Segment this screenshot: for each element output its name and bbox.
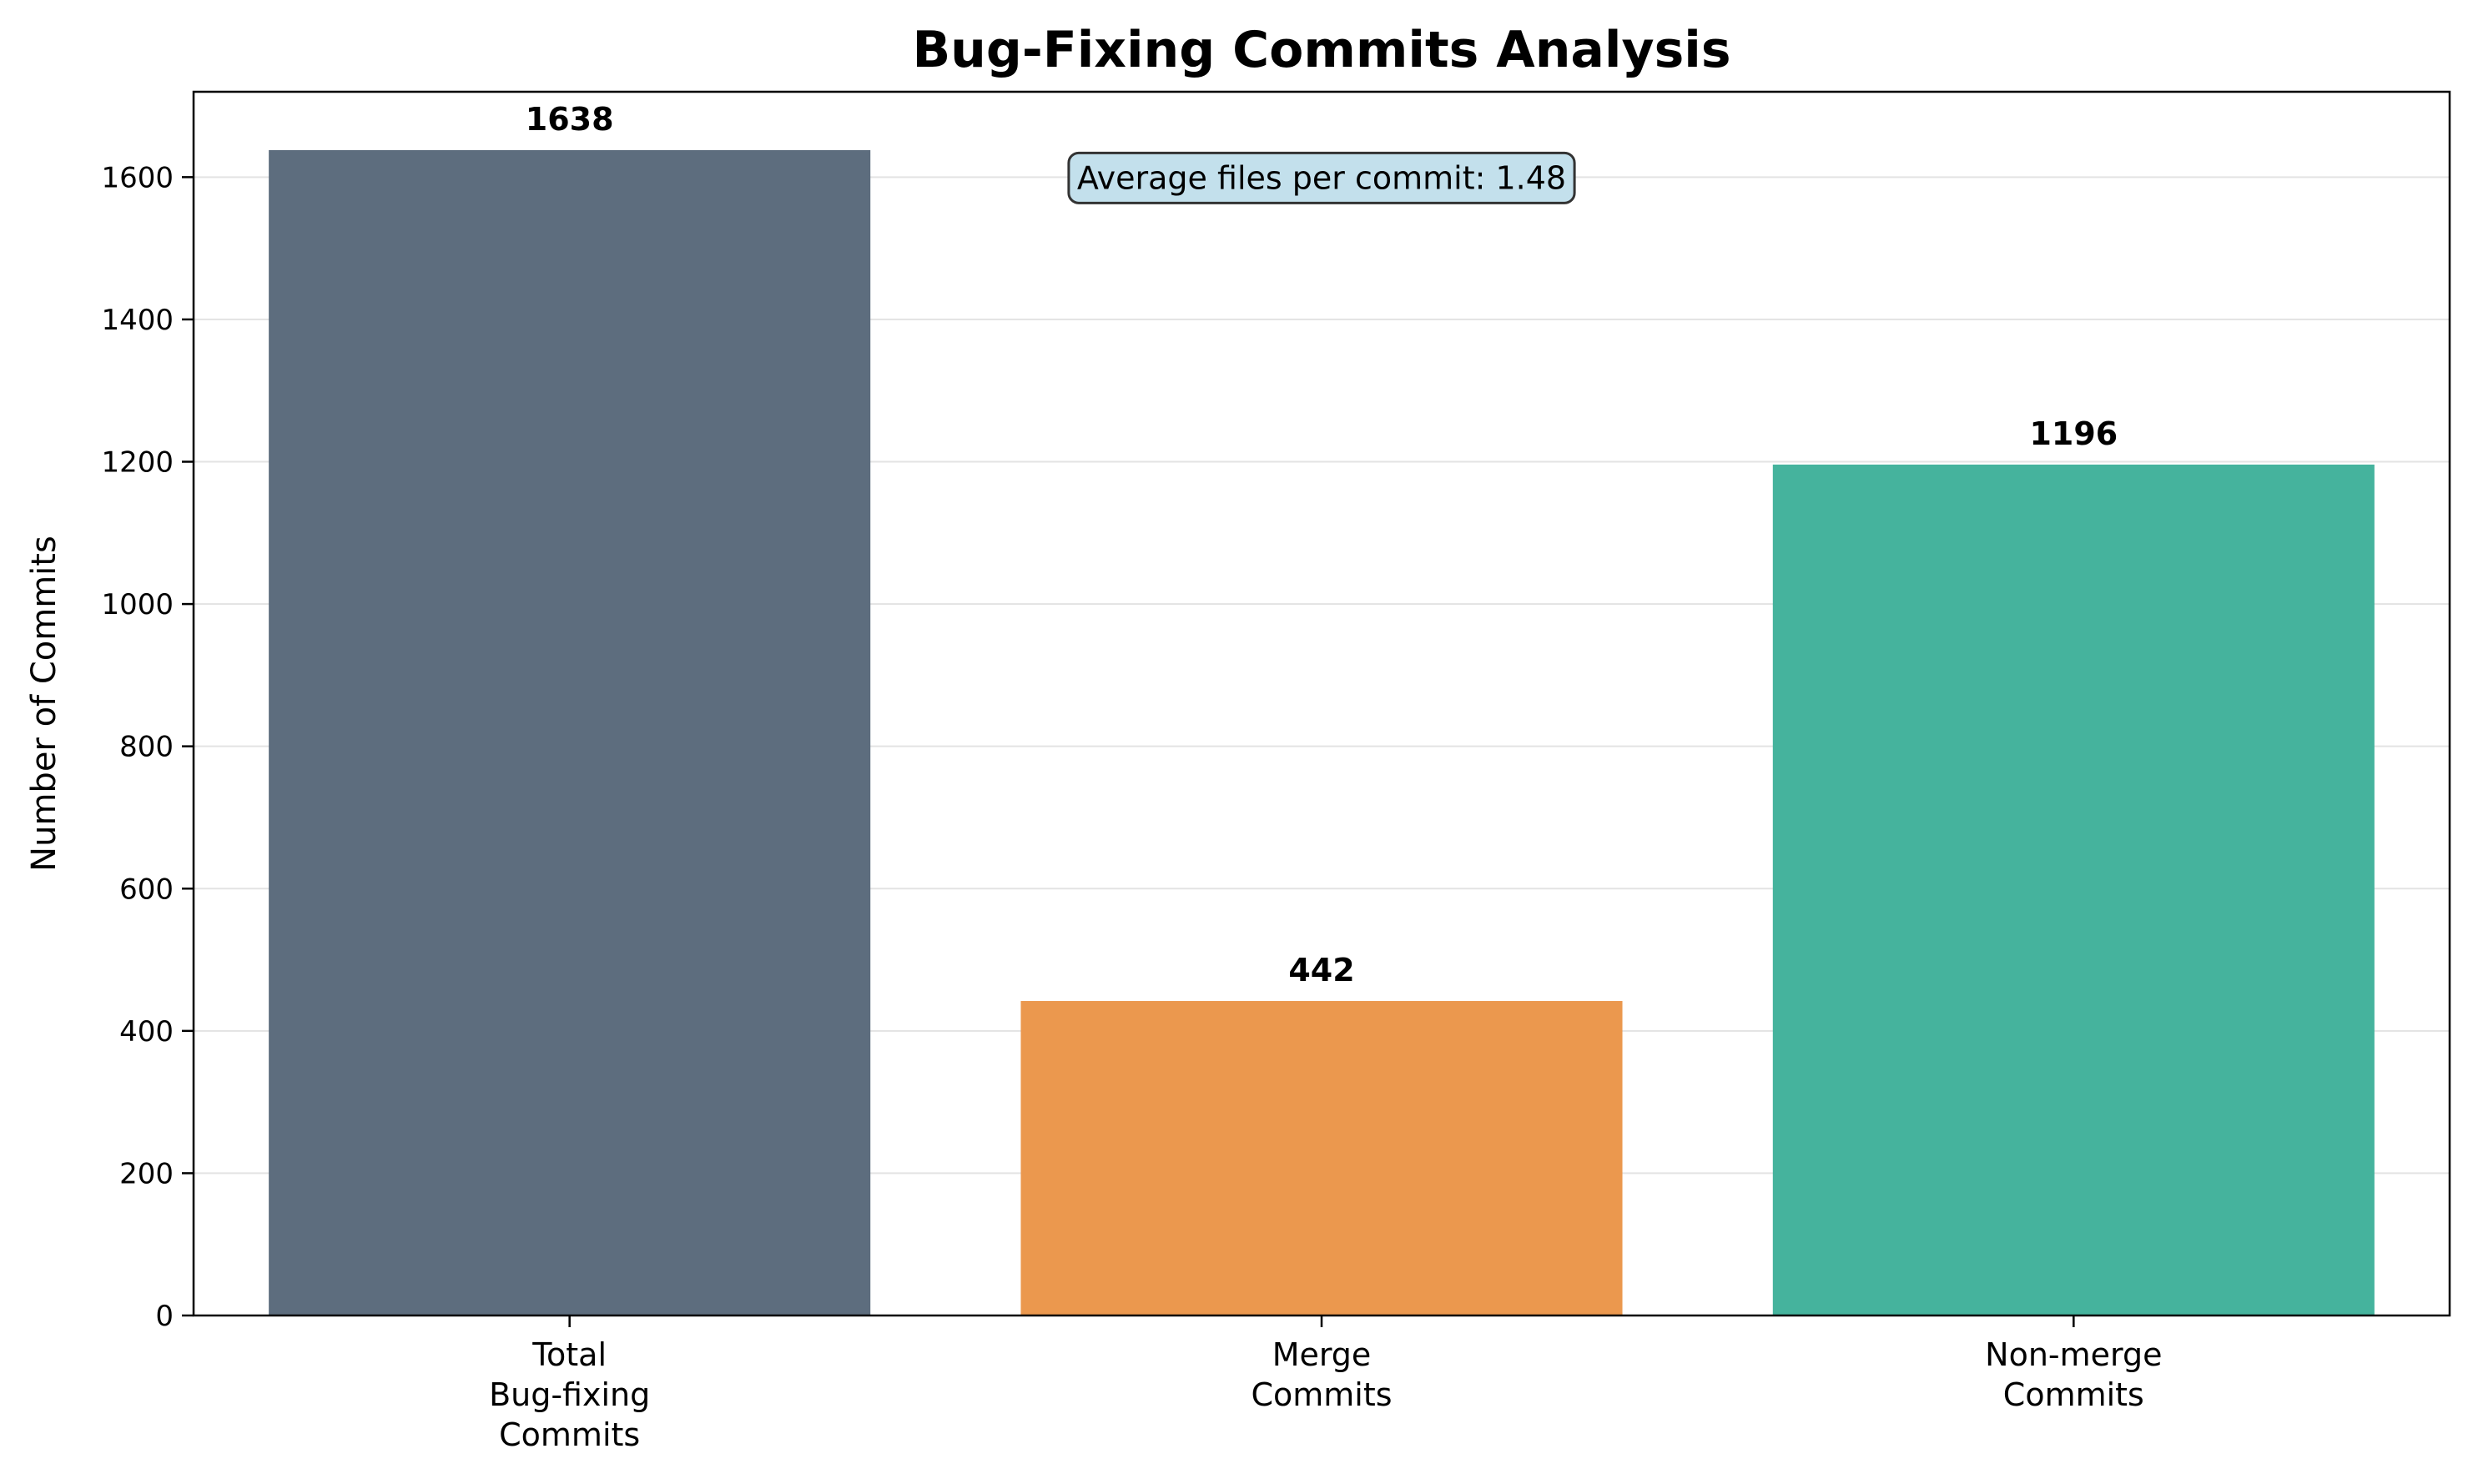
annotation-text: Average files per commit: 1.48 [1077, 159, 1566, 196]
y-tick-label: 1200 [101, 446, 174, 480]
y-tick-label: 600 [119, 873, 174, 906]
x-axis-ticks: TotalBug-fixingCommitsMergeCommitsNon-me… [489, 1315, 2162, 1453]
x-tick-label: Non-merge [1985, 1336, 2162, 1373]
x-tick-label: Bug-fixing [489, 1376, 650, 1413]
x-tick-label: Commits [1251, 1376, 1392, 1413]
x-tick-label: Commits [2003, 1376, 2144, 1413]
bar [1772, 464, 2375, 1315]
y-tick-label: 1000 [101, 588, 174, 621]
y-tick-label: 400 [119, 1015, 174, 1049]
chart-title: Bug-Fixing Commits Analysis [912, 21, 1730, 79]
y-tick-label: 200 [119, 1157, 174, 1190]
annotation-background [1067, 151, 1576, 204]
y-axis-ticks: 0 200 400 600 800 1000 1200 1400 1600 [101, 161, 194, 1333]
y-tick-label: 1600 [101, 161, 174, 194]
bars [269, 149, 2375, 1316]
value-labels: 1638 442 1196 [526, 101, 2118, 988]
y-tick-label: 1400 [101, 304, 174, 337]
x-tick-label: Total [531, 1336, 607, 1373]
bar [269, 149, 871, 1316]
bar [1020, 1001, 1623, 1315]
y-axis-label: Number of Commits [25, 536, 63, 872]
bar-value-label: 1638 [526, 101, 614, 138]
x-tick-label: Commits [499, 1416, 640, 1453]
annotation-box: Average files per commit: 1.48 [1067, 151, 1576, 204]
bar-value-label: 442 [1288, 952, 1354, 988]
y-tick-label: 800 [119, 731, 174, 764]
bar-value-label: 1196 [2029, 415, 2118, 452]
y-tick-label: 0 [155, 1300, 174, 1333]
x-tick-label: Merge [1272, 1336, 1372, 1373]
